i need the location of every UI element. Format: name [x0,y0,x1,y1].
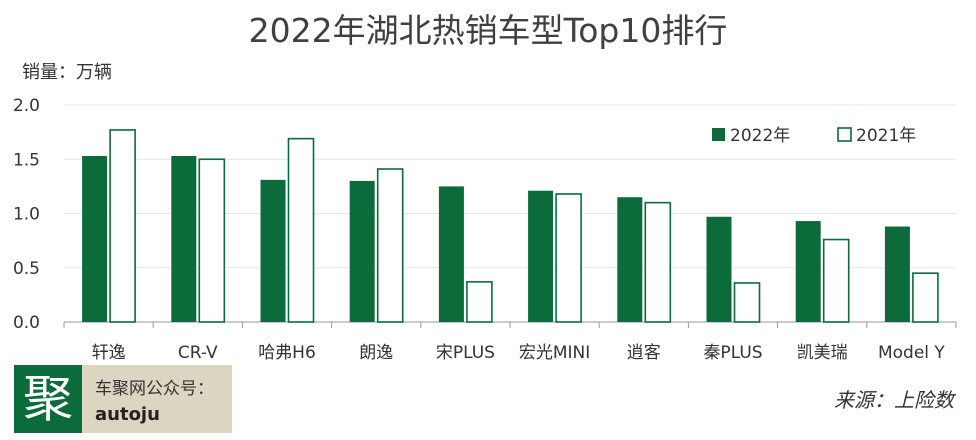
y-tick-label: 0.0 [13,313,40,333]
bar [822,238,850,323]
x-tick-label: 秦PLUS [703,343,762,363]
chart-title: 2022年湖北热销车型Top10排行 [248,11,728,50]
y-tick-label: 1.5 [13,150,40,170]
y-tick-label: 1.0 [13,205,40,225]
legend-label: 2021年 [856,126,916,146]
bar [733,282,761,323]
x-tick-label: 宋PLUS [436,343,495,363]
bar [795,221,821,322]
bar [528,190,554,322]
bar [884,226,910,322]
legend-swatch [712,128,725,141]
y-tick-label: 0.5 [13,259,40,279]
bar [555,193,582,323]
data-source-note: 来源：上险数 [834,388,954,412]
bar [466,281,493,323]
x-tick-label: 朗逸 [359,343,393,363]
bar [349,180,375,322]
bar [706,216,732,322]
legend-swatch [837,127,852,142]
x-tick-label: Model Y [878,343,945,363]
legend-label: 2022年 [730,126,790,146]
x-tick-label: CR-V [178,343,218,363]
bar [82,155,108,322]
brand-account-id: autoju [95,404,160,425]
brand-logo: 聚 [14,365,82,433]
bar [198,158,226,323]
x-tick-label: 逍客 [627,343,661,363]
bar [109,129,136,323]
x-tick-label: 哈弗H6 [258,343,316,363]
bar [376,168,404,323]
x-tick-label: 宏光MINI [519,343,590,363]
x-tick-label: 凯美瑞 [797,343,848,363]
brand-account-label: 车聚网公众号： [95,379,214,399]
y-axis-unit-label: 销量：万辆 [22,62,112,83]
x-tick-label: 轩逸 [92,343,126,363]
bar [438,186,464,322]
bar [287,137,315,323]
bar [644,201,672,323]
y-tick-label: 2.0 [13,96,40,116]
bar [260,179,286,322]
bar [617,197,643,322]
bar [912,272,939,323]
bar [171,155,197,322]
